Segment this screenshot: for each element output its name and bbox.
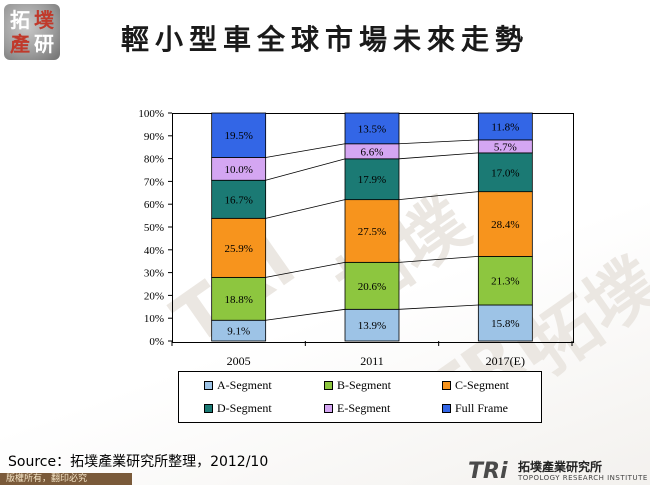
legend-swatch-b bbox=[324, 380, 333, 390]
bar-b-segment-2 bbox=[477, 256, 533, 306]
data-label-a-segment-2: 15.8% bbox=[491, 318, 519, 330]
legend-label-a: A-Segment bbox=[217, 377, 272, 392]
logo-char-4: 研 bbox=[34, 32, 54, 56]
data-label-c-segment-2: 28.4% bbox=[491, 219, 519, 231]
legend-item-d: D-Segment bbox=[204, 401, 272, 415]
bar-full-frame-2 bbox=[477, 112, 533, 141]
data-label-c-segment-1: 27.5% bbox=[358, 226, 386, 238]
series-line-a-segment-0 bbox=[265, 308, 346, 321]
series-line-d-segment-0 bbox=[265, 158, 346, 181]
data-label-c-segment-0: 25.9% bbox=[224, 243, 252, 255]
legend-item-full-frame: Full Frame bbox=[442, 401, 508, 415]
bar-d-segment-0 bbox=[211, 179, 267, 219]
legend-swatch-c bbox=[442, 380, 451, 390]
legend-item-b: B-Segment bbox=[324, 378, 391, 392]
logo-char-1: 拓 bbox=[10, 8, 30, 32]
series-line-b-segment-0 bbox=[265, 261, 346, 278]
bar-b-segment-1 bbox=[344, 261, 400, 310]
category-label-2: 2017(E) bbox=[486, 354, 525, 368]
data-label-full-frame-1: 13.5% bbox=[358, 123, 386, 135]
page-title: 輕小型車全球市場未來走勢 bbox=[120, 23, 529, 56]
series-line-e-segment-1 bbox=[398, 139, 479, 145]
series-line-e-segment-0 bbox=[265, 143, 346, 158]
series-line-b-segment-1 bbox=[398, 256, 479, 263]
source-note: Source：拓墣產業研究所整理，2012/10 bbox=[8, 454, 269, 470]
bar-c-segment-1 bbox=[344, 199, 400, 263]
series-line-c-segment-0 bbox=[265, 199, 346, 219]
data-label-b-segment-0: 18.8% bbox=[224, 294, 252, 306]
bar-full-frame-0 bbox=[211, 112, 267, 158]
data-label-e-segment-0: 10.0% bbox=[224, 164, 252, 176]
bar-full-frame-1 bbox=[344, 112, 400, 145]
data-label-b-segment-1: 20.6% bbox=[358, 281, 386, 293]
data-label-b-segment-2: 21.3% bbox=[491, 276, 519, 288]
legend-item-a: A-Segment bbox=[204, 378, 272, 392]
y-tick-label-4: 40% bbox=[144, 245, 164, 257]
legend-swatch-a bbox=[204, 380, 213, 390]
data-label-a-segment-1: 13.9% bbox=[358, 320, 386, 332]
y-tick-label-3: 30% bbox=[144, 268, 164, 280]
logo-char-3: 產 bbox=[10, 32, 30, 56]
data-label-d-segment-1: 17.9% bbox=[358, 174, 386, 186]
bar-a-segment-2 bbox=[477, 304, 533, 342]
y-tick-label-2: 20% bbox=[144, 290, 164, 302]
legend-swatch-d bbox=[204, 403, 213, 413]
header-logo: 拓 墣 產 研 bbox=[4, 4, 60, 60]
data-label-a-segment-0: 9.1% bbox=[227, 326, 250, 338]
category-label-0: 2005 bbox=[227, 354, 251, 368]
logo-char-2: 墣 bbox=[34, 8, 54, 32]
data-label-d-segment-0: 16.7% bbox=[224, 194, 252, 206]
legend-label-full-frame: Full Frame bbox=[455, 400, 508, 415]
legend-item-e: E-Segment bbox=[324, 401, 390, 415]
y-tick-label-7: 70% bbox=[144, 176, 164, 188]
legend-swatch-full-frame bbox=[442, 403, 451, 413]
legend-label-c: C-Segment bbox=[455, 377, 509, 392]
data-label-full-frame-2: 11.8% bbox=[491, 121, 519, 133]
copyright-bar: 版權所有，翻印必究 bbox=[0, 473, 132, 485]
series-line-d-segment-1 bbox=[398, 152, 479, 160]
y-tick-label-10: 100% bbox=[138, 108, 164, 120]
legend-label-e: E-Segment bbox=[337, 400, 391, 415]
y-tick-label-0: 0% bbox=[149, 336, 164, 348]
y-tick-label-5: 50% bbox=[144, 222, 164, 234]
legend-swatch-e bbox=[324, 403, 333, 413]
legend-label-b: B-Segment bbox=[337, 377, 391, 392]
legend-item-c: C-Segment bbox=[442, 378, 509, 392]
category-label-1: 2011 bbox=[360, 354, 384, 368]
bar-b-segment-0 bbox=[211, 276, 267, 321]
tri-brand-sub: TOPOLOGY RESEARCH INSTITUTE bbox=[518, 474, 648, 482]
legend-label-d: D-Segment bbox=[217, 400, 272, 415]
y-tick-label-9: 90% bbox=[144, 131, 164, 143]
data-label-e-segment-1: 6.6% bbox=[361, 146, 384, 158]
y-tick-label-8: 80% bbox=[144, 154, 164, 166]
data-label-d-segment-2: 17.0% bbox=[491, 167, 519, 179]
chart-legend: A-Segment B-Segment C-Segment D-Segment … bbox=[178, 371, 542, 423]
bar-d-segment-1 bbox=[344, 158, 400, 201]
y-tick-label-6: 60% bbox=[144, 199, 164, 211]
tri-brand-name: 拓墣產業研究所 bbox=[518, 460, 603, 474]
series-line-a-segment-1 bbox=[398, 304, 479, 310]
y-tick-label-1: 10% bbox=[144, 313, 164, 325]
bar-c-segment-2 bbox=[477, 191, 533, 257]
data-label-full-frame-0: 19.5% bbox=[224, 130, 252, 142]
tri-logo-mark: TRi bbox=[468, 459, 508, 484]
bar-c-segment-0 bbox=[211, 217, 267, 278]
data-label-e-segment-2: 5.7% bbox=[494, 141, 517, 153]
bar-a-segment-1 bbox=[344, 308, 400, 342]
series-line-c-segment-1 bbox=[398, 191, 479, 201]
